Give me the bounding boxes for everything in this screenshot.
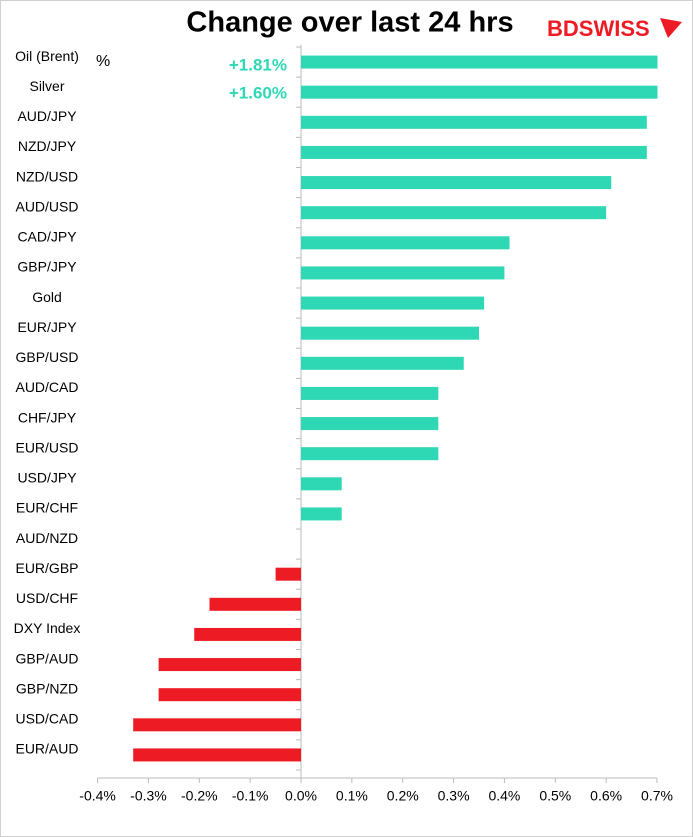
y-tick-label: AUD/JPY (17, 108, 77, 124)
logo: BDSWISS (547, 16, 650, 41)
bar (301, 296, 485, 310)
bar (301, 145, 647, 159)
bar (275, 567, 302, 581)
y-tick-label: Gold (32, 289, 62, 305)
y-tick-label: DXY Index (14, 620, 81, 636)
x-tick-label: 0.0% (285, 788, 317, 804)
unit-label: % (96, 53, 110, 70)
bar (301, 115, 647, 129)
y-tick-label: EUR/CHF (16, 500, 78, 516)
y-tick-label: GBP/NZD (16, 680, 78, 696)
bar (301, 236, 510, 250)
bar (301, 447, 439, 461)
y-tick-label: EUR/GBP (15, 560, 78, 576)
bar (158, 688, 302, 702)
x-tick-label: 0.1% (336, 788, 368, 804)
y-tick-label: NZD/JPY (18, 138, 77, 154)
x-tick-label: -0.4% (79, 788, 116, 804)
bar (301, 176, 612, 190)
bar (301, 507, 342, 521)
y-tick-label: NZD/USD (16, 168, 78, 184)
y-tick-label: EUR/JPY (17, 319, 77, 335)
y-tick-label: GBP/USD (15, 349, 78, 365)
y-tick-label: EUR/AUD (15, 741, 78, 757)
bar (301, 85, 658, 99)
y-tick-label: Oil (Brent) (15, 48, 79, 64)
x-tick-label: -0.1% (232, 788, 269, 804)
bar (133, 748, 302, 762)
y-tick-label: GBP/JPY (17, 259, 77, 275)
y-tick-label: AUD/USD (15, 198, 78, 214)
x-tick-label: 0.6% (590, 788, 622, 804)
x-tick-label: -0.2% (181, 788, 218, 804)
y-tick-label: CAD/JPY (17, 229, 77, 245)
x-tick-label: 0.4% (488, 788, 520, 804)
chart-title: Change over last 24 hrs (186, 7, 513, 39)
x-tick-label: 0.7% (641, 788, 673, 804)
y-tick-label: EUR/USD (15, 439, 78, 455)
bar (301, 266, 505, 280)
bar (301, 477, 342, 491)
y-tick-label: USD/JPY (17, 470, 77, 486)
x-tick-label: 0.3% (438, 788, 470, 804)
x-tick-label: 0.2% (387, 788, 419, 804)
bar (301, 55, 658, 69)
bar (194, 627, 302, 641)
y-tick-label: USD/CAD (15, 711, 78, 727)
bar (301, 417, 439, 431)
bar (158, 658, 302, 672)
logo-icon (660, 18, 682, 38)
y-tick-label: AUD/CAD (15, 379, 78, 395)
y-tick-label: USD/CHF (16, 590, 78, 606)
value-label: +1.81% (229, 56, 287, 75)
bar (301, 356, 464, 370)
value-label: +1.60% (229, 84, 287, 103)
y-tick-label: AUD/NZD (16, 530, 78, 546)
bar (133, 718, 302, 732)
bar (301, 326, 480, 340)
bar (209, 597, 302, 611)
y-tick-label: CHF/JPY (18, 409, 77, 425)
x-tick-label: 0.5% (539, 788, 571, 804)
y-tick-label: GBP/AUD (15, 650, 78, 666)
y-tick-label: Silver (29, 78, 64, 94)
bar (301, 386, 439, 400)
bar (301, 206, 607, 220)
x-tick-label: -0.3% (130, 788, 167, 804)
